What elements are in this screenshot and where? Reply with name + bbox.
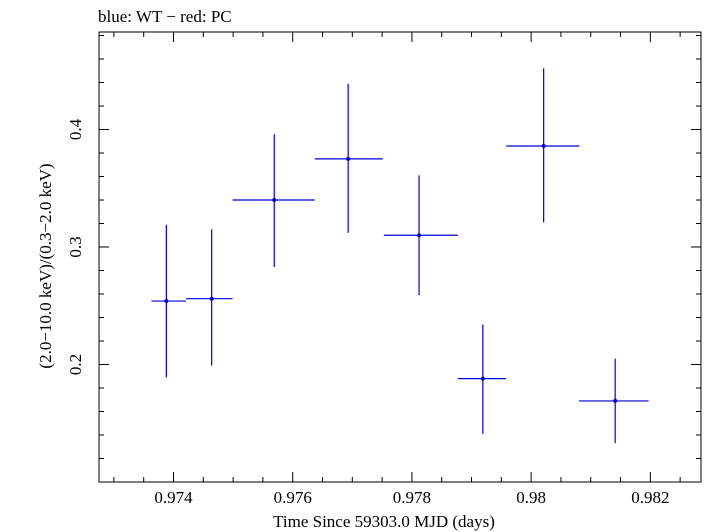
x-tick-label: 0.974	[154, 488, 193, 507]
y-tick-label: 0.4	[66, 118, 85, 140]
data-point	[186, 229, 233, 366]
x-tick-label: 0.982	[631, 488, 669, 507]
chart-title: blue: WT − red: PC	[98, 7, 232, 26]
data-point	[457, 324, 507, 434]
point-marker	[209, 296, 214, 301]
point-marker	[480, 376, 485, 381]
point-marker	[346, 156, 351, 161]
x-tick-label: 0.98	[516, 488, 546, 507]
y-axis-label: (2.0−10.0 keV)/(0.3−2.0 keV)	[36, 163, 55, 368]
data-point	[506, 68, 580, 223]
data-point	[578, 358, 649, 444]
axis-ticks	[99, 32, 701, 483]
point-marker	[272, 198, 277, 203]
x-tick-label: 0.976	[274, 488, 312, 507]
point-marker	[164, 299, 169, 304]
tick-labels: 0.974 0.976 0.978 0.98 0.982 0.2 0.3 0.4	[66, 118, 669, 507]
y-tick-label: 0.3	[66, 236, 85, 257]
plot-frame	[98, 31, 702, 483]
x-tick-label: 0.978	[393, 488, 431, 507]
y-tick-label: 0.2	[66, 354, 85, 375]
data-marks	[151, 68, 649, 444]
x-axis-label: Time Since 59303.0 MJD (days)	[273, 512, 495, 531]
data-point	[314, 83, 383, 233]
point-marker	[541, 143, 546, 148]
point-marker	[613, 398, 618, 403]
data-point	[232, 134, 315, 267]
point-marker	[417, 233, 422, 238]
data-point	[151, 224, 187, 378]
data-point	[383, 175, 458, 296]
